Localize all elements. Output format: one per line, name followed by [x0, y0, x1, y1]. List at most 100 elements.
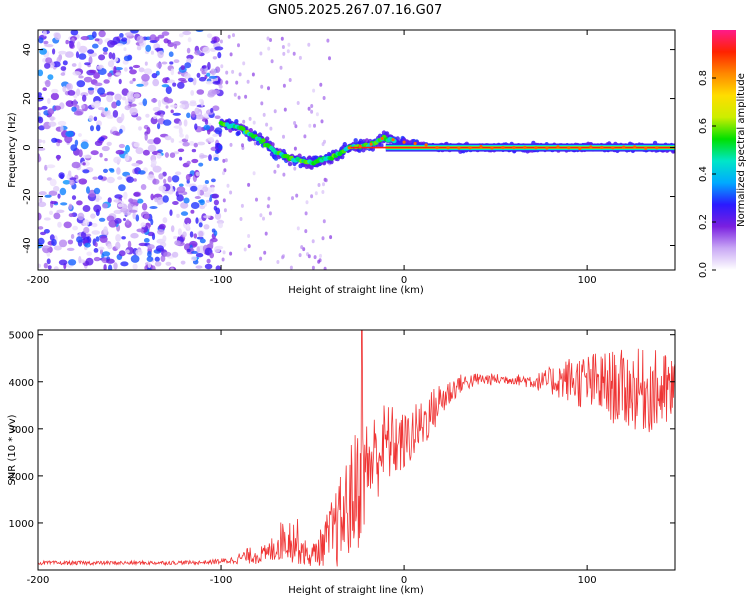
figure-title: GN05.2025.267.07.16.G07 [268, 3, 443, 18]
noise-blob [163, 119, 172, 126]
noise-blob [190, 90, 195, 96]
noise-speckle [259, 51, 263, 56]
noise-blob [163, 251, 172, 257]
noise-blob [80, 104, 86, 110]
noise-blob [199, 199, 205, 206]
noise-blob [214, 212, 222, 220]
noise-blob [143, 238, 150, 243]
noise-blob [136, 35, 144, 44]
noise-blob [188, 141, 195, 146]
noise-speckle [242, 61, 246, 66]
noise-blob [106, 91, 115, 96]
noise-blob [38, 111, 41, 117]
noise-blob [178, 127, 183, 135]
noise-blob [196, 72, 201, 78]
trace-peak-dot [413, 141, 417, 146]
noise-blob [38, 201, 47, 208]
colorbar-tick-label: 0.6 [698, 118, 709, 134]
noise-blob [60, 72, 66, 76]
noise-speckle [270, 59, 274, 64]
noise-blob [178, 120, 182, 126]
noise-blob [198, 222, 203, 228]
y-tick-label: 20 [22, 92, 33, 105]
noise-blob [59, 187, 67, 196]
noise-speckle [313, 255, 317, 260]
noise-blob [141, 202, 148, 211]
noise-blob [56, 209, 65, 213]
noise-blob [213, 157, 219, 161]
trace-halo [395, 136, 400, 142]
noise-blob [107, 60, 115, 68]
noise-blob [151, 265, 156, 270]
noise-blob [47, 74, 54, 80]
noise-blob [177, 228, 182, 236]
noise-speckle [220, 64, 224, 69]
noise-blob [152, 106, 161, 112]
noise-blob [208, 154, 212, 162]
noise-blob [104, 158, 108, 162]
noise-blob [71, 106, 77, 112]
noise-blob [208, 136, 214, 142]
noise-blob [106, 141, 112, 146]
noise-blob [218, 84, 223, 89]
noise-blob [57, 120, 67, 126]
noise-blob [161, 84, 170, 88]
noise-blob [197, 141, 206, 146]
noise-blob [215, 265, 221, 270]
noise-blob [152, 78, 160, 87]
spectrogram-y-ticks: 40 20 0 -20 -40 [22, 43, 675, 254]
trace-peak-dot [644, 146, 648, 150]
noise-blob [174, 171, 182, 176]
noise-blob [48, 121, 57, 127]
noise-blob [98, 54, 106, 61]
noise-blob [83, 226, 90, 234]
noise-blob [62, 60, 68, 66]
noise-blob [38, 212, 42, 221]
noise-speckle [328, 56, 331, 61]
noise-blob [78, 53, 87, 60]
noise-blob [133, 178, 137, 182]
noise-speckle [293, 146, 297, 151]
noise-blob [68, 170, 72, 177]
noise-blob [88, 115, 94, 122]
noise-blob [38, 107, 43, 111]
noise-speckle [251, 72, 255, 77]
noise-speckle [222, 198, 226, 203]
noise-blob [74, 139, 79, 146]
noise-blob [160, 255, 166, 262]
noise-blob [76, 200, 83, 206]
noise-blob [70, 144, 78, 152]
noise-blob [199, 154, 208, 158]
noise-blob [194, 50, 202, 56]
noise-blob [187, 77, 194, 83]
noise-blob [157, 34, 165, 39]
noise-blob [211, 228, 216, 233]
noise-blob [80, 92, 89, 97]
noise-speckle [231, 69, 235, 74]
noise-blob [78, 75, 84, 79]
noise-blob [209, 196, 213, 202]
noise-blob [106, 94, 114, 103]
noise-blob [117, 176, 123, 180]
y-tick-label: 2000 [9, 472, 34, 483]
noise-blob [42, 245, 50, 249]
noise-blob [155, 245, 164, 252]
noise-blob [164, 152, 169, 158]
noise-blob [217, 51, 222, 59]
noise-blob [168, 51, 174, 57]
noise-blob [135, 214, 140, 222]
noise-blob [58, 172, 65, 179]
noise-blob [106, 176, 115, 184]
noise-blob [156, 152, 162, 159]
noise-blob [205, 80, 213, 85]
noise-blob [151, 73, 158, 79]
noise-blob [108, 52, 113, 59]
noise-blob [212, 56, 218, 60]
noise-blob [85, 257, 94, 266]
noise-blob [73, 110, 83, 116]
noise-blob [142, 98, 148, 107]
noise-blob [109, 169, 115, 173]
noise-blob [84, 62, 91, 66]
noise-blob [124, 32, 134, 37]
noise-blob [160, 113, 164, 118]
